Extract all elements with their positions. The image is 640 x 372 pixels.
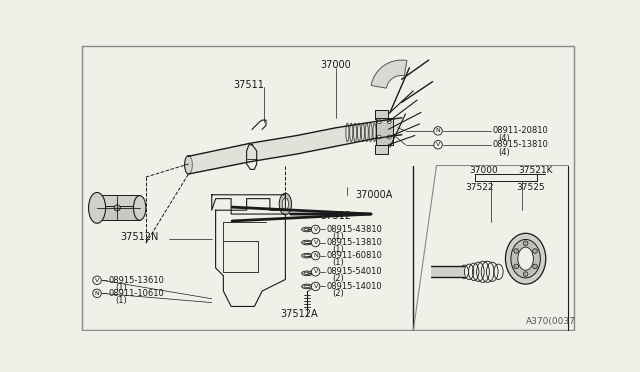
Text: (1): (1) [115, 283, 127, 292]
Text: 37000A: 37000A [355, 190, 392, 200]
Text: N: N [313, 253, 318, 258]
Circle shape [311, 282, 320, 291]
Text: (2): (2) [333, 289, 344, 298]
Ellipse shape [88, 192, 106, 223]
Ellipse shape [301, 240, 312, 245]
Circle shape [311, 251, 320, 260]
Text: V: V [314, 284, 317, 289]
Ellipse shape [304, 272, 310, 275]
Bar [97, 195, 140, 209]
Circle shape [434, 141, 442, 149]
Text: 08915-13810: 08915-13810 [492, 140, 548, 149]
Text: V: V [314, 240, 317, 245]
Text: 08911-20810: 08911-20810 [492, 126, 548, 135]
Ellipse shape [304, 254, 310, 257]
Text: 37521K: 37521K [518, 166, 552, 174]
Text: V: V [95, 278, 99, 283]
Ellipse shape [282, 198, 289, 210]
Text: 08915-54010: 08915-54010 [326, 267, 382, 276]
Bar [374, 145, 388, 154]
Ellipse shape [301, 227, 312, 232]
Text: 37512N: 37512N [120, 232, 159, 242]
Bar [97, 206, 140, 220]
Circle shape [524, 241, 528, 246]
Ellipse shape [506, 233, 546, 284]
Text: V: V [436, 142, 440, 147]
Text: (4): (4) [499, 148, 510, 157]
Bar [431, 266, 465, 277]
Wedge shape [371, 60, 407, 88]
Ellipse shape [301, 271, 312, 276]
Circle shape [311, 267, 320, 276]
Circle shape [93, 289, 101, 298]
Circle shape [387, 120, 391, 124]
Circle shape [434, 126, 442, 135]
Circle shape [514, 249, 518, 253]
Text: V: V [314, 227, 317, 232]
Polygon shape [189, 118, 402, 174]
Ellipse shape [304, 228, 310, 231]
Text: (1): (1) [333, 232, 344, 241]
Ellipse shape [511, 240, 540, 278]
Circle shape [377, 120, 381, 124]
Text: (1): (1) [115, 296, 127, 305]
Text: 37522: 37522 [465, 183, 493, 192]
Text: 08911-60810: 08911-60810 [326, 251, 382, 260]
Circle shape [311, 225, 320, 234]
Text: 37512A: 37512A [280, 309, 317, 319]
Circle shape [311, 238, 320, 247]
Ellipse shape [301, 253, 312, 258]
Text: N: N [95, 291, 99, 296]
Text: 37525: 37525 [516, 183, 545, 192]
Text: (1): (1) [333, 258, 344, 267]
Text: 08915-13810: 08915-13810 [326, 238, 382, 247]
Circle shape [114, 205, 120, 211]
Ellipse shape [304, 241, 310, 244]
Ellipse shape [134, 196, 146, 220]
Text: N: N [436, 128, 440, 134]
Text: 08915-43810: 08915-43810 [326, 225, 382, 234]
Text: V: V [314, 269, 317, 274]
Circle shape [532, 249, 538, 253]
Text: (1): (1) [333, 245, 344, 254]
Ellipse shape [304, 285, 310, 288]
Bar [374, 110, 388, 119]
Text: (2): (2) [333, 274, 344, 283]
Circle shape [387, 135, 391, 139]
Ellipse shape [184, 155, 193, 174]
Text: 08915-14010: 08915-14010 [326, 282, 382, 291]
Circle shape [93, 276, 101, 285]
Text: 08911-10610: 08911-10610 [109, 289, 164, 298]
Text: 08915-13610: 08915-13610 [109, 276, 164, 285]
Text: 37511: 37511 [234, 80, 264, 90]
Circle shape [514, 264, 518, 269]
Text: 37512: 37512 [320, 211, 351, 221]
Ellipse shape [279, 193, 292, 215]
Circle shape [532, 264, 538, 269]
Ellipse shape [518, 247, 533, 270]
Text: A370(0037: A370(0037 [525, 317, 575, 326]
Text: 37000: 37000 [469, 166, 498, 174]
Circle shape [377, 135, 381, 139]
Bar [376, 118, 393, 145]
Text: (4): (4) [499, 134, 510, 143]
Ellipse shape [301, 284, 312, 289]
Text: 37000: 37000 [320, 60, 351, 70]
Circle shape [524, 272, 528, 276]
